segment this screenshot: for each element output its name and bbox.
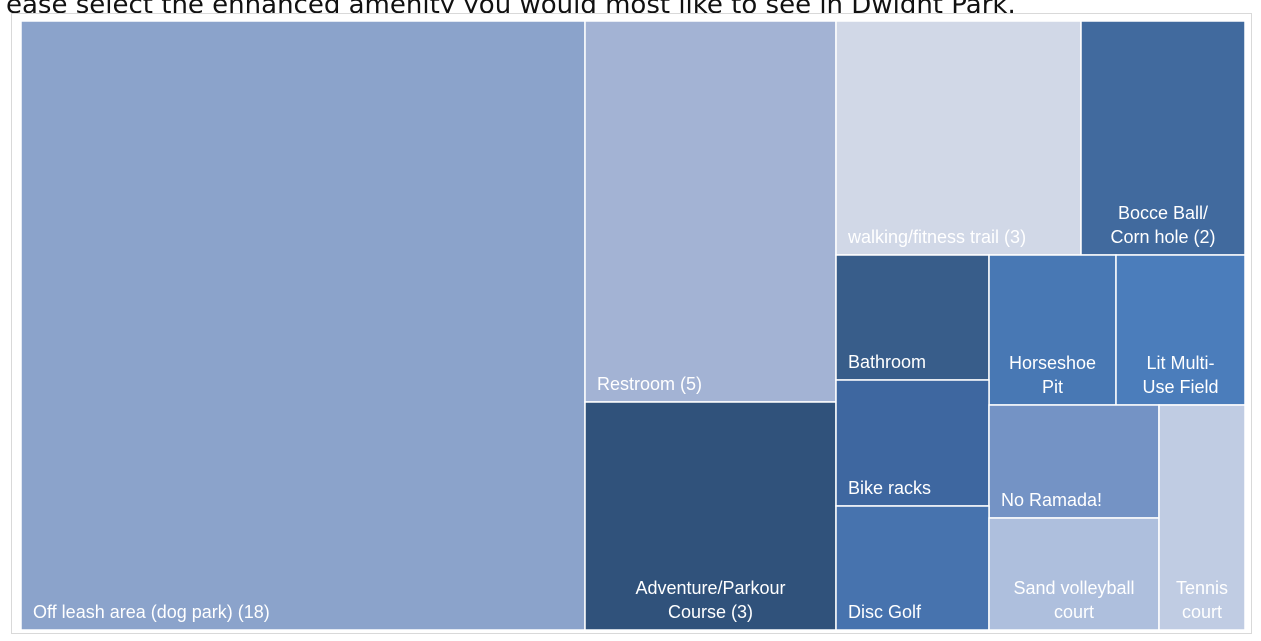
- treemap-label-lit-field: Lit Multi-: [1146, 353, 1214, 373]
- treemap-cell-bike-racks: [835, 379, 990, 507]
- treemap-label-adventure-parkour: Course (3): [668, 602, 753, 622]
- treemap-label-tennis: court: [1182, 602, 1222, 622]
- treemap-cell-horseshoe: [988, 254, 1117, 406]
- treemap-cell-tennis: [1158, 404, 1246, 631]
- treemap-cell-sand-volleyball: [988, 517, 1160, 631]
- treemap-label-bathroom: Bathroom: [848, 352, 926, 372]
- treemap-cell-dog-park: [20, 20, 586, 631]
- treemap-label-disc-golf: Disc Golf: [848, 602, 922, 622]
- treemap-cell-restroom: [584, 20, 837, 403]
- treemap-cell-adventure-parkour: [584, 401, 837, 631]
- treemap-label-lit-field: Use Field: [1142, 377, 1218, 397]
- treemap-label-restroom: Restroom (5): [597, 374, 702, 394]
- treemap-label-horseshoe: Horseshoe: [1009, 353, 1096, 373]
- treemap-cell-walking-trail: [835, 20, 1082, 256]
- treemap-cell-bocce: [1080, 20, 1246, 256]
- treemap-label-walking-trail: walking/fitness trail (3): [847, 227, 1026, 247]
- treemap-cell-disc-golf: [835, 505, 990, 631]
- treemap-label-dog-park: Off leash area (dog park) (18): [33, 602, 270, 622]
- treemap-cell-no-ramada: [988, 404, 1160, 519]
- treemap-label-tennis: Tennis: [1176, 578, 1228, 598]
- treemap-label-sand-volleyball: court: [1054, 602, 1094, 622]
- treemap-label-horseshoe: Pit: [1042, 377, 1063, 397]
- treemap-label-bike-racks: Bike racks: [848, 478, 931, 498]
- treemap-label-bocce: Bocce Ball/: [1118, 203, 1208, 223]
- treemap-label-sand-volleyball: Sand volleyball: [1013, 578, 1134, 598]
- treemap-label-adventure-parkour: Adventure/Parkour: [635, 578, 785, 598]
- treemap-label-bocce: Corn hole (2): [1110, 227, 1215, 247]
- treemap-cell-lit-field: [1115, 254, 1246, 406]
- treemap-label-no-ramada: No Ramada!: [1001, 490, 1102, 510]
